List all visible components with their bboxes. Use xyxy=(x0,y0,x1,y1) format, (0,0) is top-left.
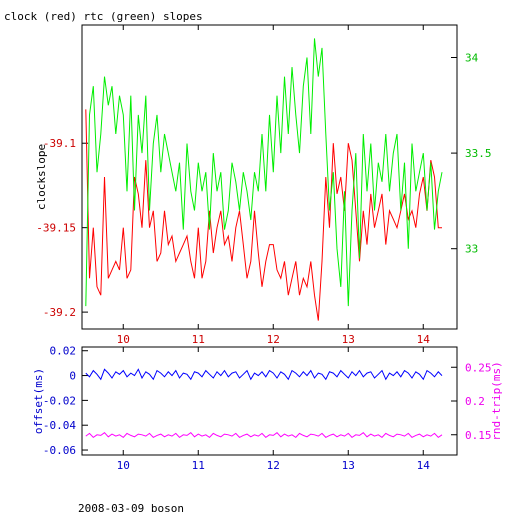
y-right-tick-label: 0.15 xyxy=(465,429,492,442)
y-left-tick-label: -39.1 xyxy=(43,137,76,150)
x-tick-label: 12 xyxy=(267,459,280,472)
y-left-tick-label: 0 xyxy=(69,370,76,383)
y-left-tick-label: -0.04 xyxy=(43,419,76,432)
top-series-line-0 xyxy=(85,109,442,321)
top-plot-border xyxy=(81,24,458,330)
top-chart-title: clock (red) rtc (green) slopes xyxy=(4,10,203,23)
y-right-tick-label: 0.25 xyxy=(465,361,492,374)
y-left-axis-label: clockslope xyxy=(35,144,48,210)
top-chart-series xyxy=(85,38,443,321)
x-tick-label: 13 xyxy=(342,459,355,472)
top-chart-frame xyxy=(81,24,458,330)
y-left-tick-label: -39.2 xyxy=(43,306,76,319)
x-tick-label: 13 xyxy=(342,333,355,346)
x-tick-label: 11 xyxy=(192,459,205,472)
x-tick-label: 14 xyxy=(417,459,431,472)
y-right-tick-label: 34 xyxy=(465,52,479,65)
x-tick-label: 14 xyxy=(417,333,431,346)
bottom-plot-border xyxy=(81,346,458,456)
top-series-line-1 xyxy=(85,38,443,307)
y-left-tick-label: 0.02 xyxy=(50,345,77,358)
y-left-tick-label: -39.15 xyxy=(36,222,76,235)
y-right-tick-label: 0.2 xyxy=(465,395,485,408)
axis-labels: clockslope offset(ms) rnd-trip(ms) xyxy=(32,144,503,441)
y-left-tick-label: -0.06 xyxy=(43,444,76,457)
y-right-tick-label: 33 xyxy=(465,243,478,256)
x-tick-label: 10 xyxy=(117,333,130,346)
x-tick-label: 12 xyxy=(267,333,280,346)
y-left-axis-label: offset(ms) xyxy=(32,368,45,434)
tick-labels: 10 11 12 13 14 -39.1 -39.15 -39.2 33 33.5 34 10 11 12… xyxy=(36,52,491,472)
x-tick-label: 11 xyxy=(192,333,205,346)
y-right-tick-label: 33.5 xyxy=(465,147,492,160)
bottom-series-line-1 xyxy=(85,432,443,439)
x-tick-label: 10 xyxy=(117,459,130,472)
y-right-axis-label: rnd-trip(ms) xyxy=(490,361,503,440)
footer-caption: 2008-03-09 boson xyxy=(78,502,184,512)
bottom-chart-series xyxy=(85,368,443,439)
y-left-tick-label: -0.02 xyxy=(43,394,76,407)
bottom-series-line-0 xyxy=(85,368,443,381)
bottom-chart-frame xyxy=(81,346,458,456)
